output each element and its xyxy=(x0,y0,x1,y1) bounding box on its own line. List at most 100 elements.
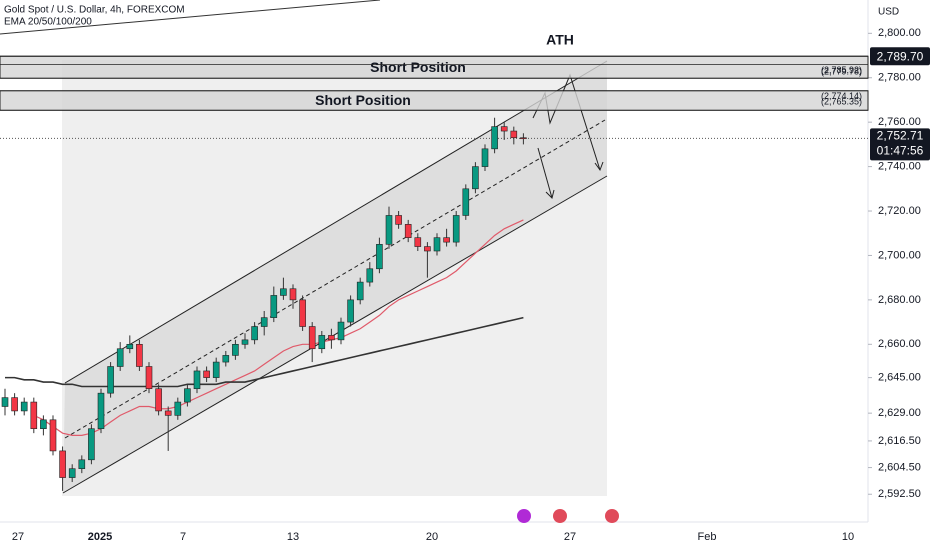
candle-body xyxy=(289,288,297,301)
level-label: (2,765.35) xyxy=(821,97,862,107)
candle-body xyxy=(356,281,364,301)
y-tick-label: 2,780.00 xyxy=(878,72,921,84)
x-tick-label: 13 xyxy=(287,531,299,543)
candle-body xyxy=(452,215,460,243)
channel-upper xyxy=(64,60,608,384)
candle-body xyxy=(193,370,201,390)
zone-label: Short Position xyxy=(315,92,411,108)
candle-body xyxy=(328,335,335,341)
level-label: (2,774.14) xyxy=(821,91,862,101)
arrow-head xyxy=(545,189,555,199)
y-tick-label: 2,604.50 xyxy=(878,461,921,473)
price-tag xyxy=(870,128,930,161)
y-tick-label: 2,660.00 xyxy=(878,338,921,350)
x-tick-label: Feb xyxy=(698,531,717,543)
candle-body xyxy=(366,268,374,283)
candle-body xyxy=(11,397,18,412)
candle-body xyxy=(136,343,143,367)
y-tick-label: 2,680.00 xyxy=(878,294,921,306)
candle-body xyxy=(308,326,316,350)
y-tick-label: 2,700.00 xyxy=(878,249,921,261)
x-tick-label: 10 xyxy=(842,531,854,543)
candle-body xyxy=(462,188,470,216)
price-tag-label: 2,752.71 xyxy=(877,129,924,143)
trend-line xyxy=(0,0,381,35)
candle-body xyxy=(174,401,182,416)
candle-body xyxy=(376,244,383,270)
x-tick-label: 27 xyxy=(564,531,576,543)
y-tick-label: 2,720.00 xyxy=(878,205,921,217)
candle-body xyxy=(116,348,124,367)
candle-body xyxy=(414,237,422,247)
candle-body xyxy=(299,299,306,327)
candle-body xyxy=(155,388,162,412)
candle-body xyxy=(59,450,66,478)
candle-body xyxy=(164,410,172,416)
zone-label: Short Position xyxy=(370,59,466,75)
candle-body xyxy=(424,246,431,252)
candle-body xyxy=(78,459,86,469)
x-tick-label: 20 xyxy=(426,531,438,543)
y-tick-label: 2,592.50 xyxy=(878,488,921,500)
candle-body xyxy=(241,339,249,345)
candle-body xyxy=(443,237,450,243)
x-tick-label: 2025 xyxy=(88,531,112,543)
y-tick-label: 2,760.00 xyxy=(878,116,921,128)
candle-body xyxy=(30,401,38,430)
candle-body xyxy=(500,126,508,132)
candle-body xyxy=(510,130,518,139)
candle-body xyxy=(481,148,489,167)
candle-body xyxy=(1,397,9,407)
candle-body xyxy=(68,468,76,478)
y-tick-label: 2,645.00 xyxy=(878,372,921,384)
event-icon[interactable] xyxy=(605,509,619,523)
arrow-head xyxy=(594,161,604,172)
ema-line xyxy=(33,219,524,436)
candle-body xyxy=(107,366,114,394)
candle-body xyxy=(49,419,57,452)
countdown: 01:47:56 xyxy=(877,144,924,158)
candle-body xyxy=(395,215,402,225)
ema-line xyxy=(5,316,524,388)
x-tick-label: 27 xyxy=(12,531,24,543)
candle-body xyxy=(232,343,239,356)
chart-title: Gold Spot / U.S. Dollar, 4h, FOREXCOM xyxy=(4,5,185,16)
candle-body xyxy=(97,392,105,430)
event-icon[interactable] xyxy=(517,509,531,523)
annotation: ATH xyxy=(546,32,574,48)
candle-body xyxy=(433,237,441,252)
candle-body xyxy=(270,295,278,318)
candle-body xyxy=(404,224,412,238)
candle-body xyxy=(472,166,479,190)
price-tag-label: 2,789.70 xyxy=(877,49,924,63)
event-icon[interactable] xyxy=(553,509,567,523)
candle-body xyxy=(145,366,153,390)
candle-body xyxy=(40,419,47,430)
zone xyxy=(0,90,869,111)
candle-body xyxy=(385,215,393,245)
candle-body xyxy=(222,355,230,363)
candle-body xyxy=(260,317,268,327)
candle-body xyxy=(184,388,191,403)
y-tick-label: 2,800.00 xyxy=(878,27,921,39)
candle-body xyxy=(251,326,258,341)
channel-lower xyxy=(62,175,608,494)
candle-body xyxy=(212,361,220,378)
y-tick-label: 2,629.00 xyxy=(878,407,921,419)
x-tick-label: 7 xyxy=(180,531,186,543)
candle-body xyxy=(280,288,287,296)
candle-body xyxy=(203,370,210,378)
level-label: (2,779.78) xyxy=(821,67,862,77)
candle-body xyxy=(88,428,95,461)
y-tick-label: 2,616.50 xyxy=(878,435,921,447)
price-tag xyxy=(870,47,930,66)
candle-body xyxy=(126,343,134,350)
currency: USD xyxy=(878,7,899,18)
level-label: (2,785.92) xyxy=(821,65,862,75)
candle-body xyxy=(491,126,498,150)
candle-body xyxy=(20,401,28,412)
candle-body xyxy=(520,137,527,140)
y-tick-label: 2,740.00 xyxy=(878,161,921,173)
candle-body xyxy=(347,299,354,323)
